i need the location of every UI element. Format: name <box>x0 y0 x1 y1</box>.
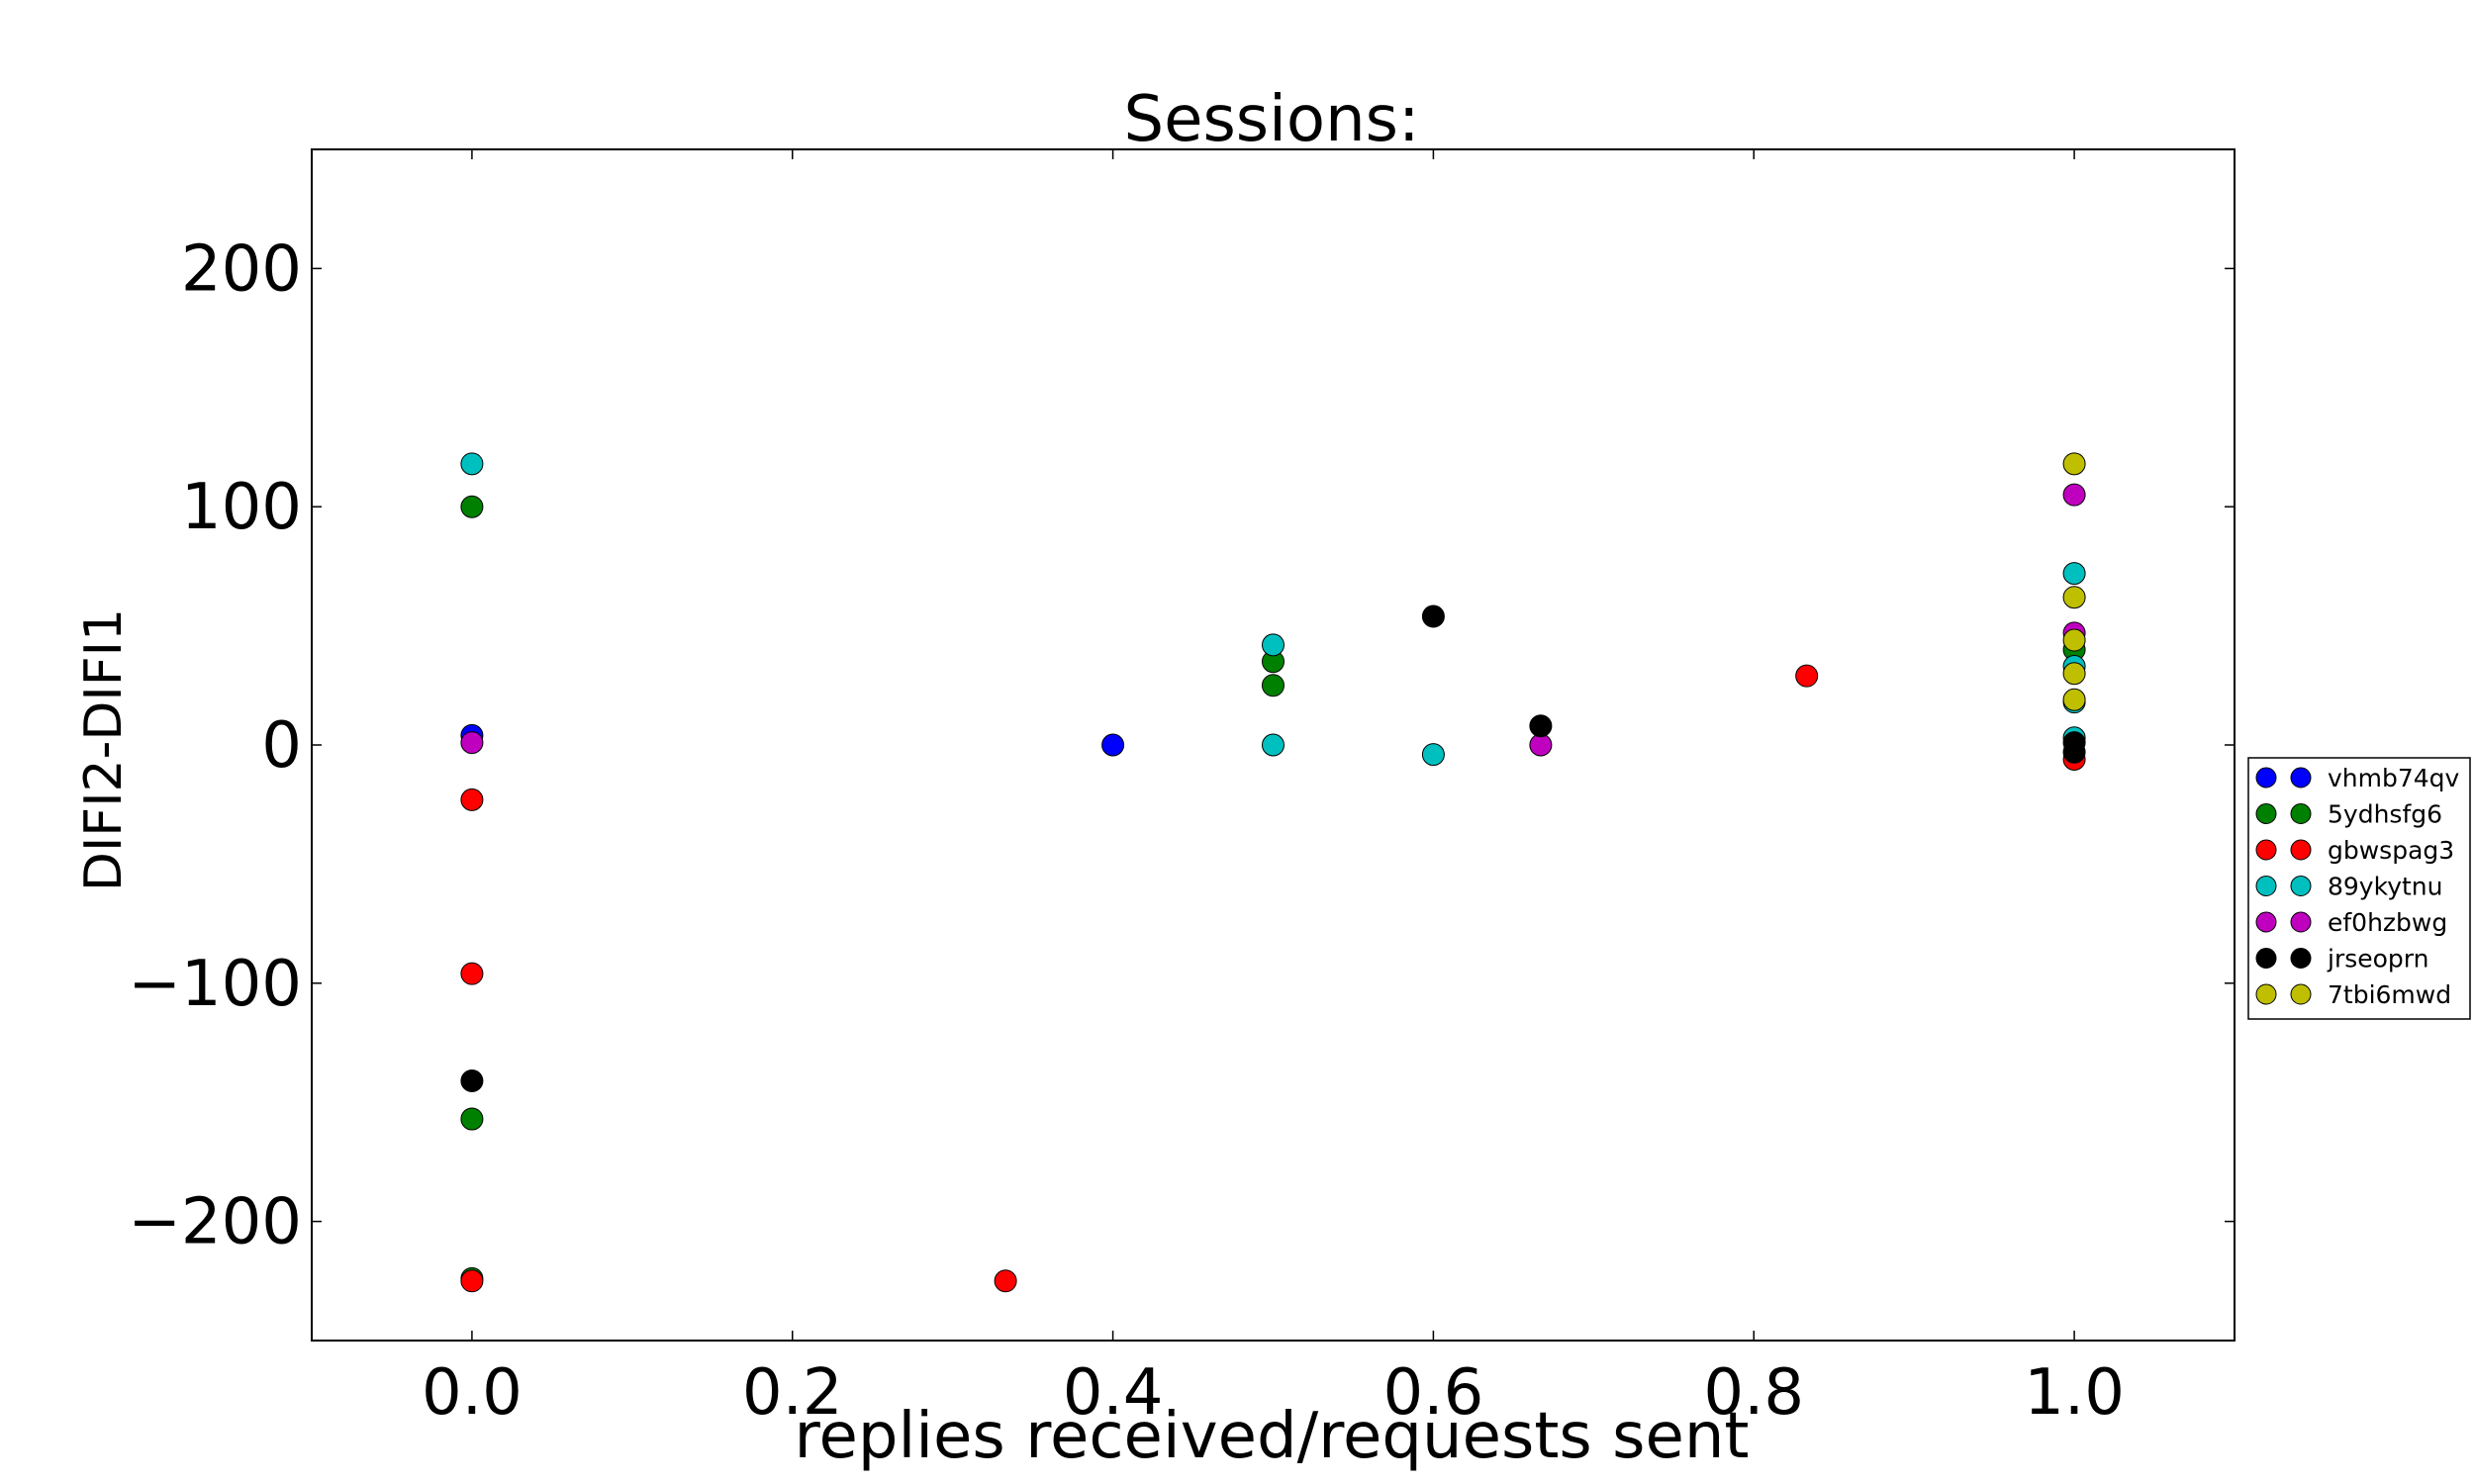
data-point <box>994 1269 1017 1293</box>
data-points <box>460 452 2086 1293</box>
legend-marker <box>2255 839 2277 861</box>
legend-marker <box>2255 911 2277 933</box>
legend-marker <box>2290 767 2312 788</box>
data-point <box>1421 743 1445 767</box>
legend-marker <box>2255 803 2277 824</box>
series-vhmb74qv <box>460 723 1125 757</box>
legend-box <box>2247 757 2471 1020</box>
series-jrseoprn <box>460 604 2086 1093</box>
legend-marker <box>2290 948 2312 969</box>
x-tick-label: 1.0 <box>2024 1356 2125 1430</box>
data-point <box>2062 483 2086 507</box>
data-point <box>1262 674 1285 697</box>
data-point <box>2062 740 2086 764</box>
data-point <box>1101 733 1125 757</box>
legend-marker <box>2290 876 2312 896</box>
x-tick-label: 0.0 <box>422 1356 523 1430</box>
legend-marker <box>2255 767 2277 788</box>
legend-item: vhmb74qv <box>2255 764 2460 792</box>
data-point <box>1795 664 1819 688</box>
legend-marker <box>2255 948 2277 969</box>
data-point <box>2062 562 2086 586</box>
legend-marker <box>2290 911 2312 933</box>
data-point <box>2062 688 2086 711</box>
legend-label: gbwspag3 <box>2328 836 2454 865</box>
series-89ykytnu <box>460 452 2086 767</box>
data-point <box>460 731 484 755</box>
x-axis-title: replies received/requests sent <box>795 1400 1750 1473</box>
legend-item: 7tbi6mwd <box>2255 980 2451 1009</box>
legend-label: ef0hzbwg <box>2328 908 2447 937</box>
data-point <box>460 1069 484 1093</box>
y-tick-label: 100 <box>181 471 302 544</box>
legend-item: gbwspag3 <box>2255 836 2454 865</box>
legend-item: 5ydhsfg6 <box>2255 800 2442 829</box>
data-point <box>2062 628 2086 652</box>
data-point <box>1529 733 1553 757</box>
data-point <box>1262 633 1285 657</box>
series-7tbi6mwd <box>2062 452 2086 711</box>
y-tick-label: −200 <box>128 1186 302 1259</box>
legend-label: vhmb74qv <box>2328 764 2460 792</box>
data-point <box>460 452 484 476</box>
y-tick-label: −100 <box>128 948 302 1021</box>
x-tick-label: 0.4 <box>1063 1356 1164 1430</box>
series-5ydhsfg6 <box>460 495 2086 1290</box>
series-ef0hzbwg <box>460 483 2086 757</box>
legend-marker <box>2290 803 2312 824</box>
data-point <box>2062 586 2086 609</box>
legend-label: 5ydhsfg6 <box>2328 800 2442 829</box>
legend: vhmb74qv 5ydhsfg6 gbwspag3 89ykytnu ef0hzbwg… <box>2247 757 2471 1020</box>
data-point <box>460 788 484 811</box>
x-tick-label: 0.8 <box>1703 1356 1804 1430</box>
data-point <box>460 1269 484 1293</box>
axis-ticks <box>312 149 2235 1341</box>
legend-label: 7tbi6mwd <box>2328 980 2451 1009</box>
x-tick-label: 0.6 <box>1383 1356 1484 1430</box>
data-point <box>460 1107 484 1131</box>
data-point <box>2062 452 2086 476</box>
y-axis-title: DIFI2-DIFI1 <box>74 608 134 891</box>
data-point <box>2062 662 2086 686</box>
y-tick-label: 200 <box>181 232 302 306</box>
data-point <box>1529 714 1553 738</box>
data-point <box>460 495 484 518</box>
legend-marker <box>2290 839 2312 861</box>
y-tick-label: 0 <box>261 709 302 783</box>
legend-label: 89ykytnu <box>2328 873 2442 901</box>
legend-marker <box>2290 983 2312 1005</box>
legend-marker <box>2255 876 2277 896</box>
data-point <box>1262 733 1285 757</box>
legend-item: jrseoprn <box>2255 945 2428 974</box>
chart-title: Sessions: <box>1123 83 1419 156</box>
legend-label: jrseoprn <box>2327 945 2428 974</box>
legend-item: 89ykytnu <box>2255 873 2442 901</box>
legend-item: ef0hzbwg <box>2255 908 2447 937</box>
series-gbwspag3 <box>460 664 2086 1293</box>
x-tick-label: 0.2 <box>742 1356 843 1430</box>
data-point <box>1421 604 1445 628</box>
legend-marker <box>2255 983 2277 1005</box>
data-point <box>460 962 484 985</box>
axis-tick-labels: 0.0 0.2 0.4 0.6 0.8 1.0 −200 −100 0 100 200 <box>128 232 2125 1430</box>
